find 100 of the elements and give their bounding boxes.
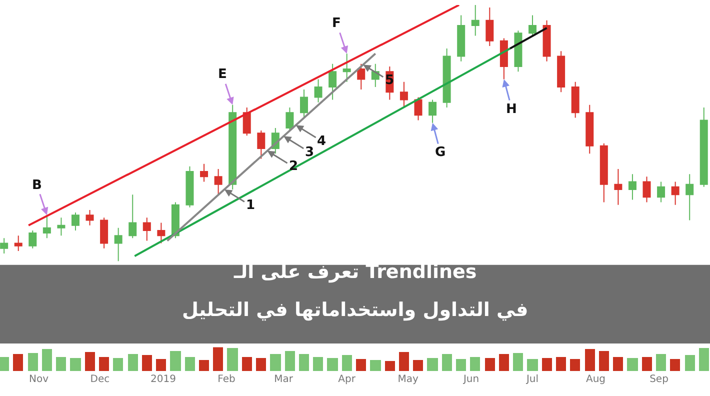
candlestick [200,163,208,182]
bar [385,361,395,371]
candlestick [14,235,22,252]
candlestick [628,174,636,200]
candlestick [71,212,80,231]
annotation: 4 [317,134,326,149]
candlestick [428,99,437,124]
candlestick [528,14,536,36]
bar [356,359,366,371]
bar [156,359,166,371]
candlestick [171,202,180,239]
bar [413,360,423,371]
bar [570,359,580,371]
bar [213,347,223,371]
bar [656,354,666,371]
bar [342,355,352,371]
bar [13,354,23,371]
bar [270,354,281,371]
x-tick-label: May [398,374,418,385]
bar [427,358,438,371]
bar [556,357,566,371]
candlestick [157,222,166,244]
bar [285,351,295,371]
x-tick-label: Jun [462,374,480,385]
bar [370,360,381,371]
candlestick [442,48,451,108]
candlestick [257,130,266,160]
bar [699,348,709,371]
bar [642,357,652,371]
candlestick [100,217,108,249]
candlestick [242,106,251,136]
candlestick [686,174,694,221]
x-tick-label: Jul [525,374,539,385]
candlestick [228,104,237,190]
bar [70,358,81,371]
bar [542,358,552,371]
candlestick [471,5,480,36]
annotation: G [435,145,446,160]
annotation: 5 [385,73,394,88]
bar [227,348,238,371]
bar [499,354,509,371]
bar [456,359,466,371]
candlestick [342,53,351,82]
bar [627,358,638,371]
annotation: B [32,178,42,193]
candlestick [42,214,51,239]
bar [0,357,9,371]
candlestick [571,81,580,118]
bar [685,355,695,371]
bar [513,353,523,371]
candlestick [300,89,308,118]
bar [113,358,123,371]
x-tick-label: Apr [338,374,356,385]
candlestick [600,142,608,203]
candlestick [557,50,566,93]
bar [613,357,623,371]
candlestick [542,20,551,62]
x-tick-label: Dec [90,374,110,385]
bar [313,357,323,371]
text: في التداول واستخداماتها في التحليل [182,299,528,321]
x-tick-label: Sep [650,374,668,385]
candlestick [700,106,708,188]
candlestick [57,217,66,236]
candlestick [614,168,622,206]
candlestick [0,238,8,254]
annotation: E [218,67,227,82]
bar [470,357,480,371]
candlestick [142,217,151,242]
bar [128,354,138,371]
candlestick [586,104,594,154]
bar [42,349,52,371]
candlestick [214,168,222,196]
bar [199,360,209,371]
candlestick [314,78,322,103]
candlestick [114,227,122,262]
candlestick [514,30,522,72]
annotation: F [332,16,341,31]
bar [142,355,152,371]
bar [242,357,252,371]
candlestick [642,176,651,203]
candlestick [500,38,508,80]
candlestick [286,106,294,132]
bar [599,351,609,371]
bar [670,359,680,371]
bar [327,358,338,371]
bar [256,358,266,371]
bar [527,359,538,371]
candlestick [128,194,137,239]
candlestick [414,96,422,121]
bar [585,349,595,371]
bar [442,354,452,371]
candlestick [657,181,666,203]
annotation: 3 [305,145,314,160]
bar [170,351,181,371]
candlestick [400,81,408,108]
bar [399,352,409,371]
bar [185,357,195,371]
candlestick [486,7,494,46]
candlestick [186,166,194,208]
bar [85,352,95,371]
